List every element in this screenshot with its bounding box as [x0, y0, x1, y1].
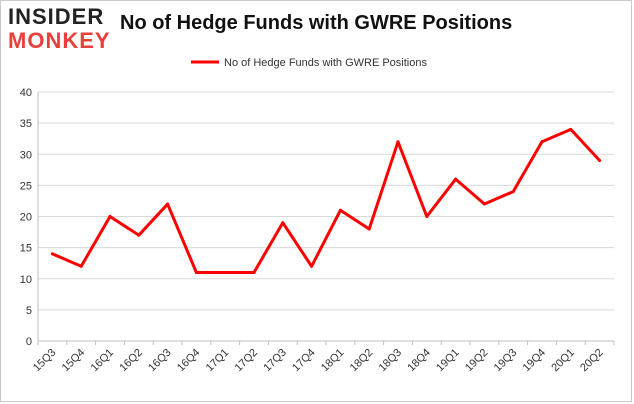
- y-tick-label: 10: [20, 274, 32, 286]
- logo-line-1: INSIDER: [8, 4, 105, 29]
- data-point: [454, 177, 458, 181]
- x-tick-label: 16Q3: [146, 347, 174, 375]
- x-tick-label: 19Q1: [434, 347, 462, 375]
- data-point: [166, 202, 170, 206]
- x-tick-label: 20Q1: [549, 347, 577, 375]
- data-point: [137, 233, 141, 237]
- y-tick-label: 40: [20, 87, 32, 99]
- x-tick-label: 18Q1: [319, 347, 347, 375]
- x-tick-label: 17Q3: [261, 347, 289, 375]
- legend-label: No of Hedge Funds with GWRE Positions: [224, 57, 427, 69]
- y-tick-label: 5: [26, 305, 32, 317]
- data-point: [252, 271, 256, 275]
- y-tick-label: 30: [20, 149, 32, 161]
- x-tick-label: 15Q4: [60, 347, 88, 375]
- data-point: [425, 215, 429, 218]
- y-tick-label: 15: [20, 243, 32, 255]
- x-tick-label: 16Q1: [89, 347, 117, 375]
- data-point: [367, 227, 371, 231]
- data-point: [194, 271, 198, 275]
- x-tick-label: 16Q2: [117, 347, 145, 375]
- x-tick-label: 20Q2: [578, 347, 606, 375]
- x-tick-label: 19Q4: [521, 347, 549, 375]
- y-tick-label: 0: [26, 336, 32, 348]
- x-tick-label: 19Q2: [463, 347, 491, 375]
- data-point: [482, 202, 486, 206]
- y-tick-label: 25: [20, 180, 32, 192]
- data-point: [310, 264, 314, 268]
- data-point: [50, 252, 54, 256]
- data-point: [223, 271, 227, 275]
- data-point: [79, 264, 83, 268]
- x-tick-label: 17Q2: [233, 347, 261, 375]
- y-tick-label: 35: [20, 118, 32, 130]
- x-tick-label: 18Q2: [348, 347, 376, 375]
- insider-monkey-logo: INSIDER MONKEY: [8, 6, 118, 52]
- data-point: [511, 190, 515, 194]
- x-tick-label: 17Q4: [290, 347, 318, 375]
- data-point: [540, 140, 544, 144]
- data-point: [338, 208, 342, 212]
- x-tick-label: 18Q4: [405, 347, 433, 375]
- data-point: [569, 127, 573, 131]
- x-tick-label: 18Q3: [377, 347, 405, 375]
- x-tick-label: 17Q1: [204, 347, 232, 375]
- logo-line-2: MONKEY: [8, 28, 111, 53]
- x-tick-label: 19Q3: [492, 347, 520, 375]
- data-point: [281, 221, 285, 225]
- chart-title: No of Hedge Funds with GWRE Positions: [120, 12, 513, 34]
- data-point: [396, 140, 400, 144]
- x-tick-label: 15Q3: [31, 347, 59, 375]
- x-tick-label: 16Q4: [175, 347, 203, 375]
- series-line: [50, 127, 602, 275]
- data-point: [108, 215, 112, 218]
- data-point: [598, 158, 602, 162]
- y-tick-label: 20: [20, 212, 32, 224]
